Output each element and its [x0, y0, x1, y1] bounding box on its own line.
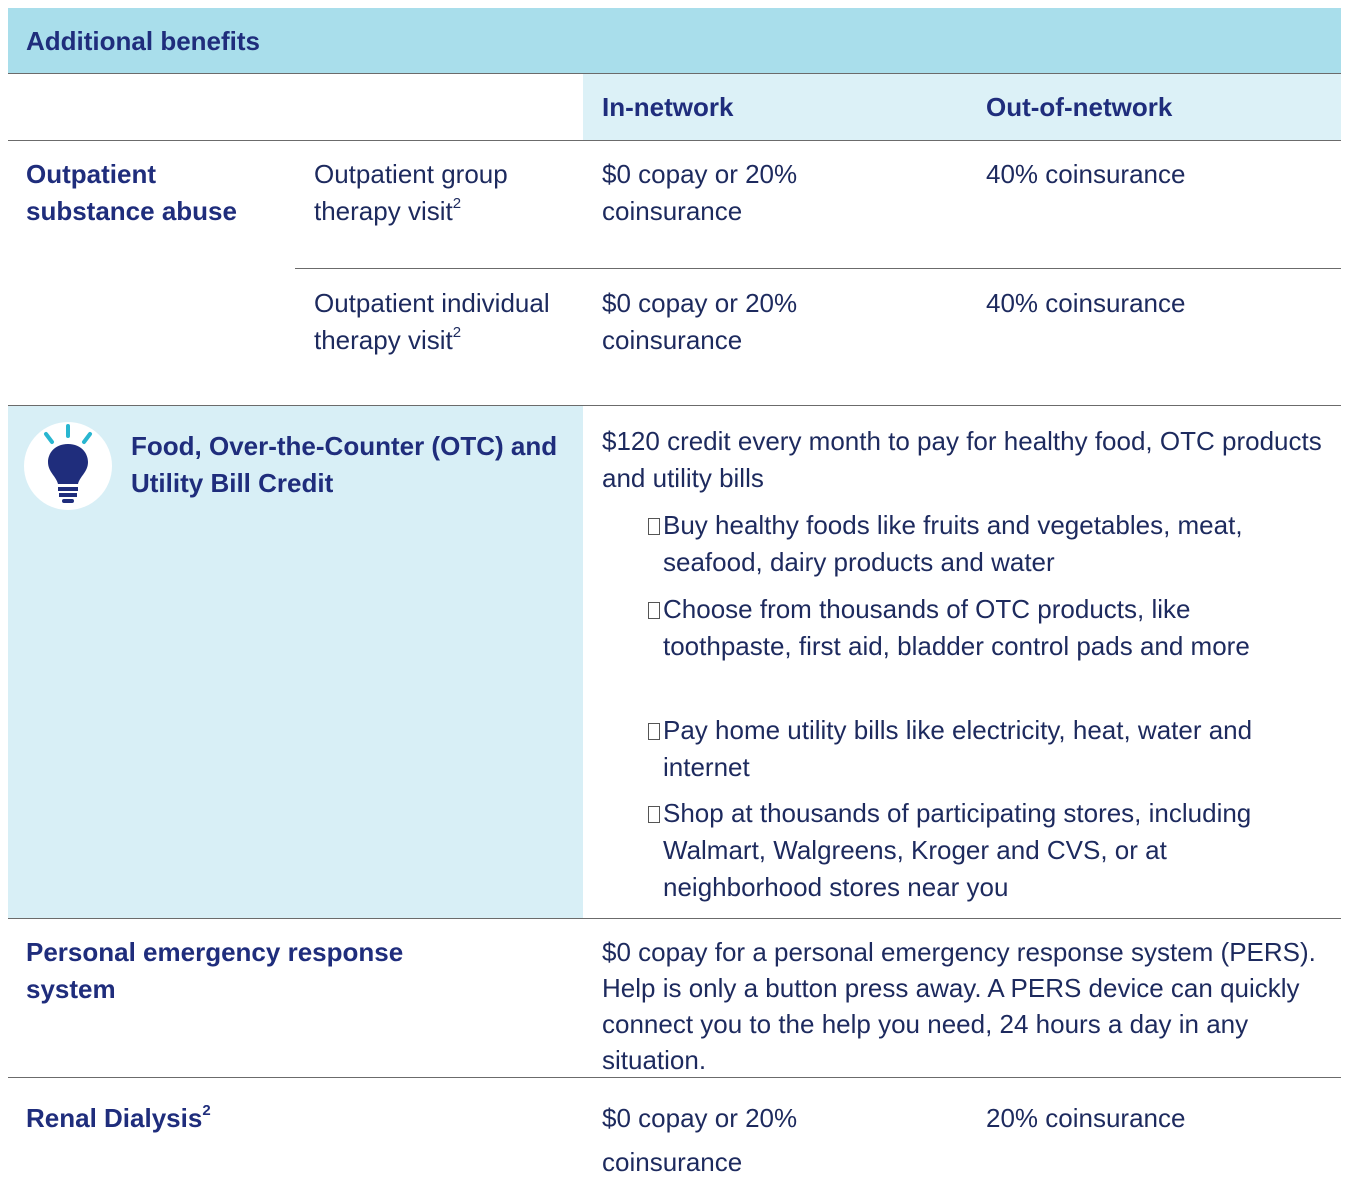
bullet-item: Pay home utility bills like electricity,… — [648, 712, 1313, 786]
rule — [8, 140, 1341, 141]
lightbulb-icon — [24, 422, 112, 510]
out-of-network: 20% coinsurance — [986, 1103, 1186, 1133]
in-network: $0 copay or 20% coinsurance — [602, 288, 798, 355]
benefit-text: $120 credit every month to pay for healt… — [602, 426, 1322, 493]
column-header: Out-of-network — [986, 92, 1173, 122]
bullet-item: Shop at thousands of participating store… — [648, 795, 1313, 906]
column-header: In-network — [602, 92, 734, 122]
bullet-item: Buy healthy foods like fruits and vegeta… — [648, 507, 1303, 581]
rule — [8, 918, 1341, 919]
in-network: $0 copay or 20% coinsurance — [602, 159, 798, 226]
sub-label: Outpatient group therapy visit2 — [314, 159, 508, 226]
benefit-text: $0 copay for a personal emergency respon… — [602, 937, 1316, 1075]
row-label: Personal emergency response system — [26, 937, 404, 1004]
out-of-network: 40% coinsurance — [986, 159, 1186, 189]
in-network: $0 copay or 20% coinsurance — [602, 1103, 798, 1177]
sub-label: Outpatient individual therapy visit2 — [314, 288, 550, 355]
row-label: Renal Dialysis2 — [26, 1102, 211, 1133]
out-of-network: 40% coinsurance — [986, 288, 1186, 318]
rule — [295, 268, 1341, 269]
column-header-bg — [583, 74, 1341, 140]
header-bar — [8, 8, 1341, 73]
header-title: Additional benefits — [26, 26, 260, 56]
rule — [8, 1077, 1341, 1078]
row-label: Outpatient substance abuse — [26, 159, 237, 226]
row-label: Food, Over-the-Counter (OTC) and Utility… — [131, 431, 558, 498]
rule — [8, 405, 1341, 406]
bullet-item: Choose from thousands of OTC products, l… — [648, 591, 1303, 665]
rule — [8, 73, 1341, 74]
